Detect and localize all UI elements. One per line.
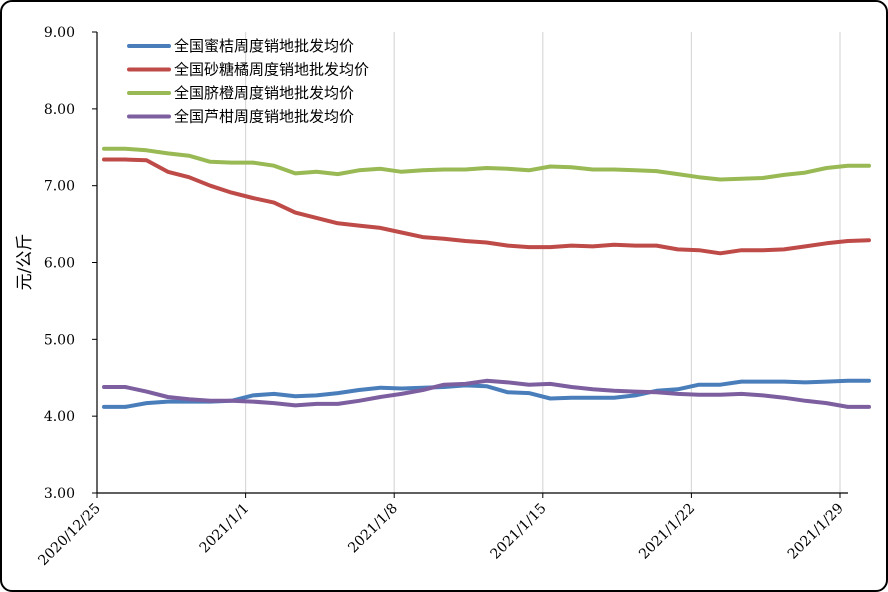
legend-label-1: 全国蜜桔周度销地批发均价 [174, 37, 354, 55]
y-axis-label: 元/公斤 [15, 234, 35, 291]
x-tick-label: 2021/1/22 [636, 501, 698, 563]
legend-label-4: 全国芦柑周度销地批发均价 [174, 108, 354, 126]
x-tick-label: 2021/1/1 [197, 501, 253, 557]
series-line-4 [102, 378, 871, 409]
y-tick-label: 9.00 [44, 25, 75, 41]
legend: 全国蜜桔周度销地批发均价全国砂糖橘周度销地批发均价全国脐橙周度销地批发均价全国芦… [127, 37, 369, 126]
series-line-3 [102, 146, 871, 182]
series-lines [102, 146, 871, 409]
y-tick-label: 7.00 [44, 179, 75, 195]
y-tick-label: 4.00 [44, 409, 75, 425]
axes: 2020/12/25 2021/1/1 2021/1/8 2021/1/15 2021/… [35, 25, 848, 569]
x-tick-label: 2020/12/25 [35, 501, 103, 569]
x-tick-label: 2021/1/8 [345, 501, 401, 557]
legend-label-3: 全国脐橙周度销地批发均价 [174, 84, 354, 102]
gridlines [245, 32, 841, 493]
y-tick-label: 8.00 [44, 102, 75, 118]
x-tick-label: 2021/1/15 [488, 501, 550, 563]
x-tick-label: 2021/1/29 [785, 501, 847, 563]
legend-label-2: 全国砂糖橘周度销地批发均价 [174, 61, 369, 79]
series-line-2 [102, 157, 871, 256]
y-tick-label: 5.00 [44, 332, 75, 348]
y-tick-label: 6.00 [44, 256, 75, 272]
y-tick-label: 3.00 [44, 486, 75, 502]
